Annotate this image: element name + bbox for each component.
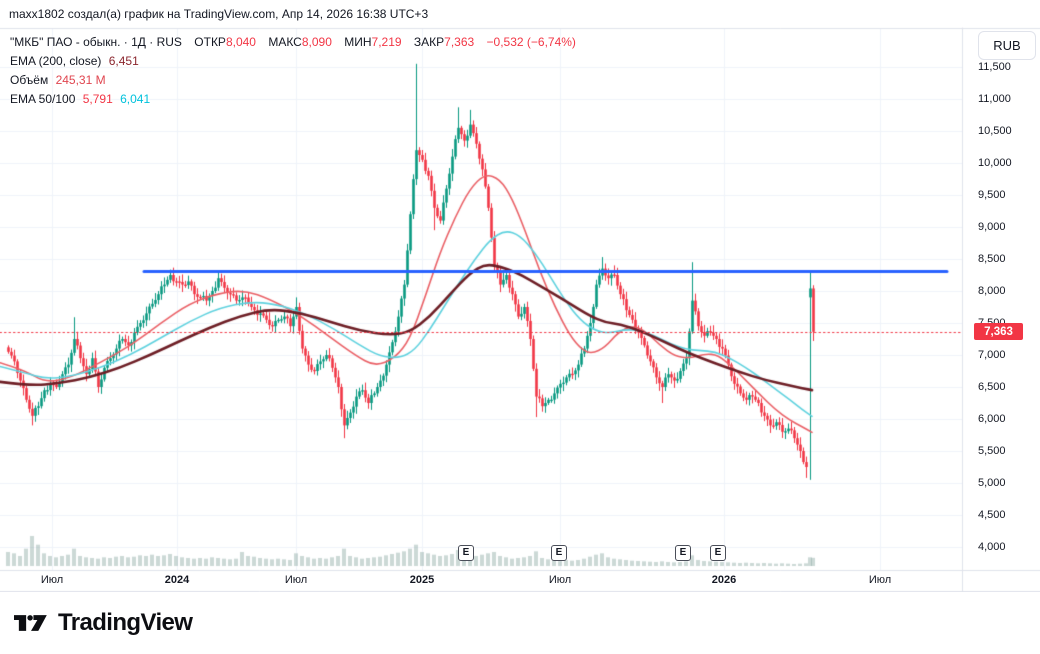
low-label: МИН: [344, 35, 372, 49]
x-axis-label: 2025: [409, 574, 435, 586]
y-axis-label: 4,500: [978, 509, 1006, 521]
earnings-badge[interactable]: E: [710, 545, 726, 561]
ema200-value: 6,451: [108, 54, 139, 68]
y-axis-label: 10,000: [978, 157, 1012, 169]
brand-name: TradingView: [58, 609, 193, 636]
x-axis-label: Июл: [548, 574, 572, 586]
volume-label: Объём: [10, 73, 49, 87]
legend-ema200-row[interactable]: EMA (200, close) 6,451: [10, 52, 576, 71]
y-axis-label: 6,500: [978, 381, 1006, 393]
x-axis-label: 2024: [164, 574, 190, 586]
volume-value: 245,31 M: [55, 73, 106, 87]
y-axis-label: 9,500: [978, 189, 1006, 201]
high-value: 8,090: [301, 35, 332, 49]
currency-button[interactable]: RUB: [978, 31, 1036, 60]
last-price-badge: 7,363: [974, 323, 1023, 341]
price-chart-canvas[interactable]: [0, 0, 1040, 592]
high-label: МАКС: [268, 35, 302, 49]
earnings-badge[interactable]: E: [551, 545, 567, 561]
close-label: ЗАКР: [413, 35, 445, 49]
attribution-text: maxx1802 создал(а) график на TradingView…: [9, 7, 429, 21]
y-axis-label: 8,000: [978, 285, 1006, 297]
x-axis-label: 2026: [711, 574, 737, 586]
y-axis-label: 5,500: [978, 445, 1006, 457]
chart-legend: "МКБ" ПАО - обыкн. · 1Д · RUS ОТКР8,040 …: [10, 33, 576, 109]
x-axis-label: Июл: [284, 574, 308, 586]
tradingview-logo-icon: [14, 615, 47, 631]
change-value: −0,532 (−6,74%): [486, 35, 576, 49]
low-value: 7,219: [371, 35, 402, 49]
y-axis-label: 8,500: [978, 253, 1006, 265]
open-label: ОТКР: [194, 35, 226, 49]
y-axis-label: 6,000: [978, 413, 1006, 425]
y-axis-label: 5,000: [978, 477, 1006, 489]
x-axis-label: Июл: [40, 574, 64, 586]
symbol-title: "МКБ" ПАО - обыкн. · 1Д · RUS: [10, 35, 182, 49]
earnings-badge[interactable]: E: [675, 545, 691, 561]
y-axis-label: 4,000: [978, 541, 1006, 553]
y-axis-label: 11,500: [978, 61, 1011, 73]
attribution-bar: maxx1802 создал(а) график на TradingView…: [0, 0, 1040, 28]
legend-volume-row[interactable]: Объём 245,31 M: [10, 71, 576, 90]
ema50-100-label: EMA 50/100: [10, 92, 76, 106]
ema200-label: EMA (200, close): [10, 54, 102, 68]
y-axis-label: 7,000: [978, 349, 1006, 361]
x-axis-label: Июл: [868, 574, 892, 586]
legend-symbol-row[interactable]: "МКБ" ПАО - обыкн. · 1Д · RUS ОТКР8,040 …: [10, 33, 576, 52]
y-axis-label: 11,000: [978, 93, 1011, 105]
open-value: 8,040: [225, 35, 256, 49]
y-axis-label: 10,500: [978, 125, 1012, 137]
close-value: 7,363: [444, 35, 475, 49]
earnings-badge[interactable]: E: [458, 545, 474, 561]
legend-ema50-100-row[interactable]: EMA 50/100 5,791 6,041: [10, 90, 576, 109]
ema100-value: 6,041: [120, 92, 151, 106]
footer-brand-bar: TradingView: [0, 592, 1040, 654]
ema50-value: 5,791: [82, 92, 113, 106]
y-axis-label: 9,000: [978, 221, 1006, 233]
